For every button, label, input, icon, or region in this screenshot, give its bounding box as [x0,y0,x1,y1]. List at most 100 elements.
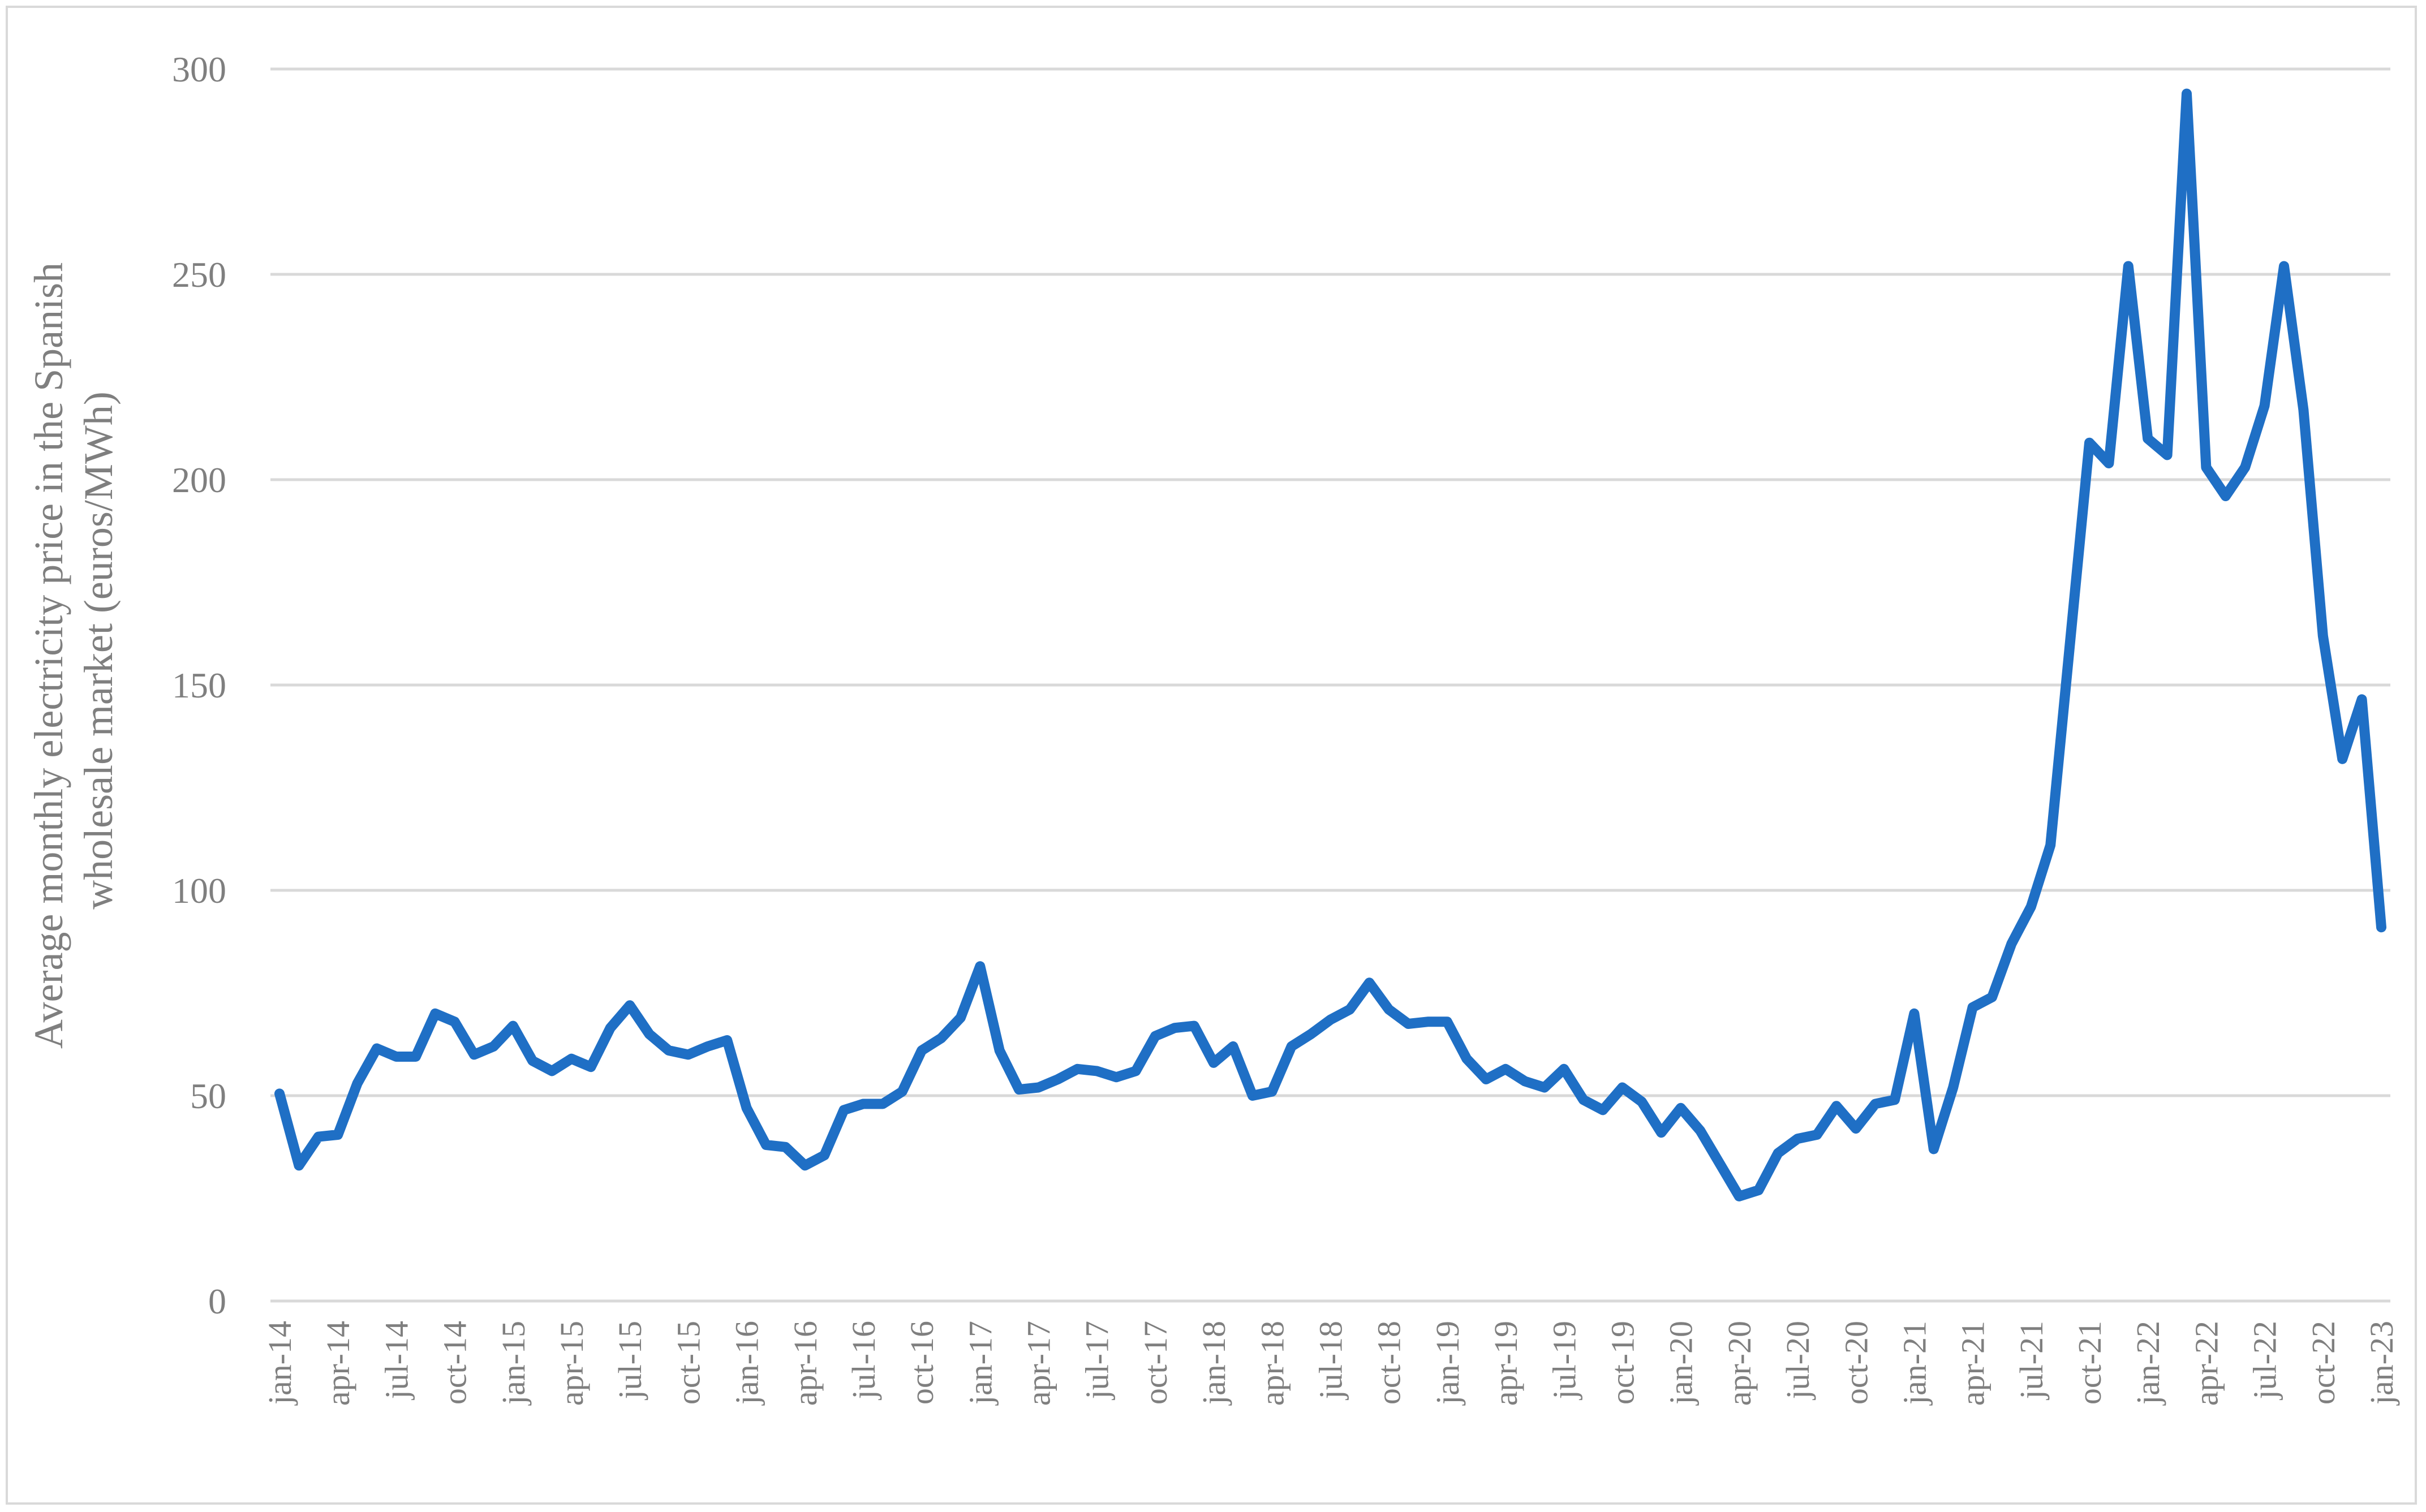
x-tick-label: jan-19 [1429,1321,1466,1406]
data-point [823,1154,826,1157]
x-tick-label: apr-15 [553,1321,590,1406]
x-tick-label: oct-17 [1137,1321,1174,1405]
data-point [901,1090,904,1093]
data-point [706,1045,709,1048]
data-point [1660,1131,1663,1134]
x-tick-label: oct-18 [1371,1321,1408,1405]
data-point [1563,1067,1565,1070]
data-point [1971,1006,1974,1009]
data-point [453,1020,456,1023]
data-point [1465,1057,1468,1060]
data-point [2127,265,2130,268]
data-point [1991,996,1994,998]
x-tick-label: jul-17 [1079,1321,1116,1401]
data-point [1271,1090,1274,1093]
data-point [2360,698,2363,701]
series-layer [274,88,2386,1201]
data-point [1310,1033,1313,1036]
data-point [1582,1099,1585,1101]
data-point [1699,1129,1702,1132]
data-point [1621,1086,1624,1089]
data-point [1056,1078,1059,1080]
x-tick-label: apr-19 [1487,1321,1524,1406]
data-point [1737,1195,1740,1197]
x-tick-label: jan-20 [1663,1321,1700,1406]
data-point [648,1033,651,1036]
data-point [1446,1020,1448,1023]
data-point [1504,1067,1507,1070]
data-point [2224,495,2227,498]
y-tick-label: 0 [208,1281,226,1321]
data-point [511,1024,514,1027]
data-point [1874,1102,1877,1105]
x-tick-label: oct-21 [2071,1321,2108,1405]
data-point [1173,1027,1176,1029]
data-point [1543,1086,1546,1089]
data-point [2186,92,2188,95]
data-point [2283,265,2286,268]
data-point [764,1144,767,1147]
data-point [1913,1012,1916,1015]
x-tick-label: jan-22 [2130,1321,2166,1406]
data-point [472,1053,475,1056]
data-point [1932,1148,1935,1151]
x-tick-label: jan-14 [261,1321,298,1406]
data-point [979,965,982,968]
x-tick-label: jul-16 [845,1321,882,1401]
data-point [745,1106,748,1109]
data-point [2341,757,2344,760]
data-point [1368,981,1371,984]
y-axis-title: Average monthly electricity price in the… [26,252,121,1049]
x-tick-label: jul-18 [1313,1321,1349,1401]
y-tick-label: 150 [172,665,226,705]
data-point [1718,1162,1721,1165]
data-point [803,1164,806,1167]
data-point [1037,1086,1040,1089]
x-tick-label: oct-15 [670,1321,707,1405]
data-point [1115,1076,1118,1079]
x-tick-label: oct-19 [1604,1321,1641,1405]
data-point [1193,1024,1195,1027]
data-point [1018,1088,1021,1091]
data-point [2088,441,2091,444]
data-point [1407,1022,1410,1025]
x-tick-label: jul-21 [2013,1321,2050,1401]
data-point [298,1164,300,1167]
data-point [1485,1078,1487,1080]
x-tick-label: jul-22 [2247,1321,2283,1401]
data-point [609,1027,612,1029]
y-tick-label: 50 [190,1076,226,1116]
data-point [375,1047,378,1050]
data-point [1816,1133,1818,1136]
data-point [2107,462,2110,464]
data-point [590,1066,592,1069]
y-axis-title-line-2: wholesale market (euros/MWh) [76,391,121,910]
x-tick-label: jul-14 [378,1321,415,1401]
x-tick-label: apr-16 [787,1321,824,1406]
x-tick-label: apr-17 [1021,1321,1057,1406]
data-point [1640,1100,1643,1103]
x-tick-label: jul-20 [1779,1321,1816,1401]
data-point [1076,1067,1079,1070]
data-point [1524,1080,1526,1083]
data-point [842,1109,845,1112]
data-point [920,1049,923,1052]
data-point [2166,454,2169,456]
y-tick-label: 100 [172,871,226,911]
data-point [1251,1095,1254,1097]
y-tick-label: 300 [172,49,226,89]
x-tick-label: apr-14 [320,1321,356,1406]
data-point [726,1039,729,1041]
data-point [2068,643,2071,645]
data-point [337,1133,339,1136]
x-tick-label: oct-20 [1838,1321,1874,1405]
data-point [1387,1008,1390,1011]
data-point [2380,926,2382,929]
data-point [687,1053,690,1056]
x-tick-label: jan-18 [1195,1321,1232,1406]
x-tick-label: apr-21 [1955,1321,1991,1406]
data-point [1602,1109,1605,1112]
data-point [2244,466,2247,469]
x-tick-label: oct-16 [904,1321,940,1405]
